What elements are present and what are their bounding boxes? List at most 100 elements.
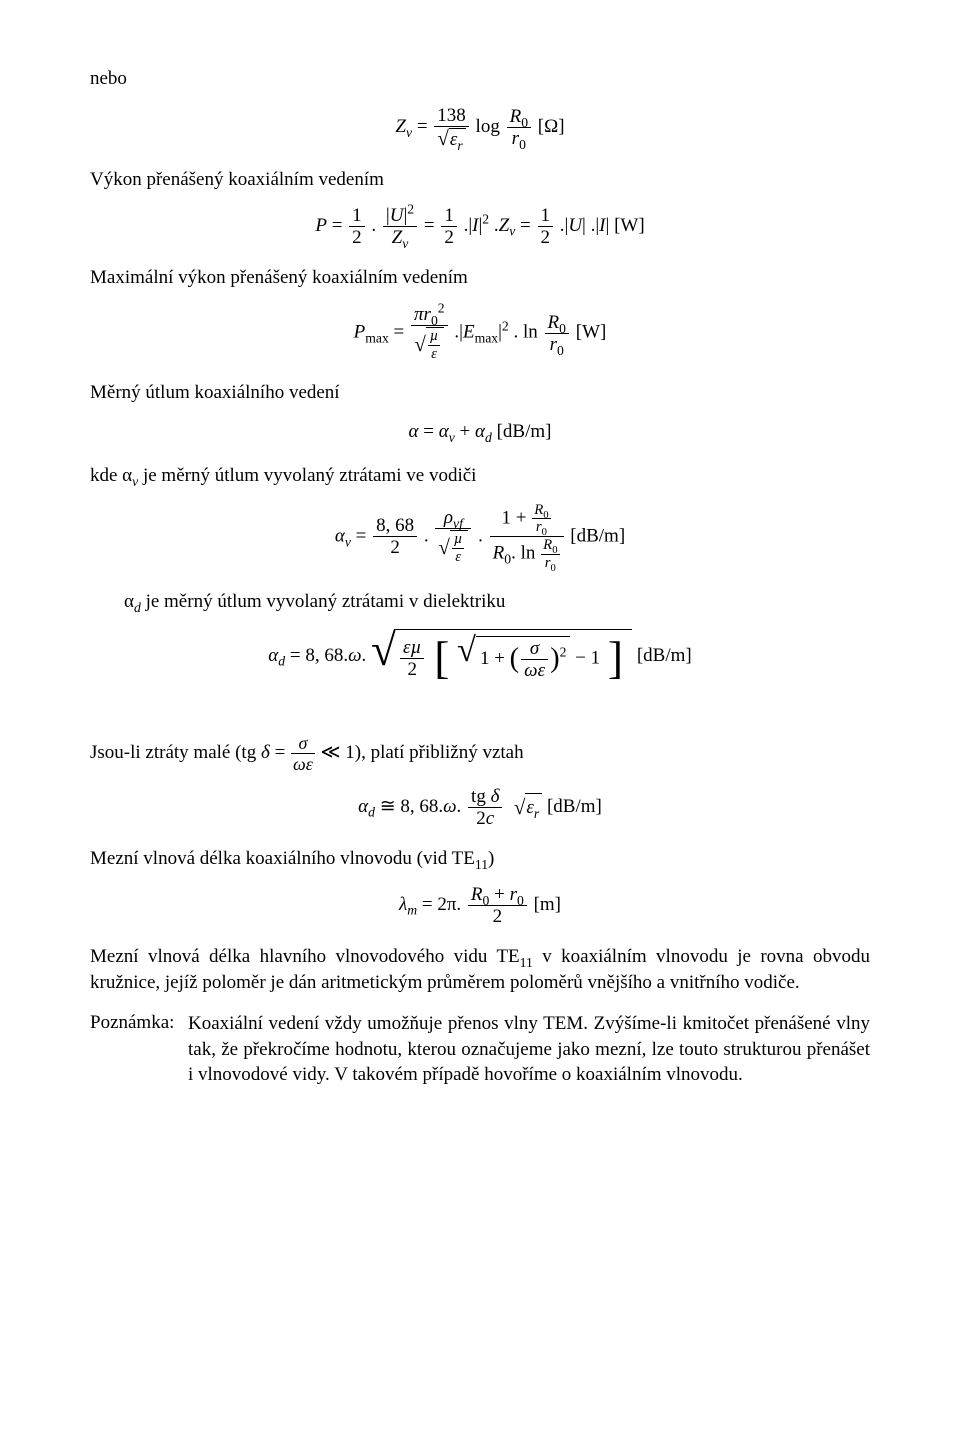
eq-lambda: λm = 2π. R0 + r0 2 [m] <box>90 885 870 926</box>
eq-av-R3s: 0 <box>552 544 557 556</box>
eq-ad-mu: µ <box>411 637 422 658</box>
eq-pmax-mu: µ <box>428 329 441 346</box>
eq-av-mu: µ <box>452 532 465 549</box>
eq-p-eq1: = <box>327 215 347 236</box>
eq-av-one: 1 <box>502 507 512 528</box>
jsou-ll: ≪ <box>321 741 346 762</box>
note-label: Poznámka: <box>90 1010 174 1036</box>
eq-av-frac1: 8, 682 <box>371 516 419 557</box>
eq-av-ln: ln <box>516 543 540 564</box>
eq-l-lhs: λ <box>399 894 407 915</box>
jsou-pre: Jsou-li ztráty malé (tg <box>90 741 261 762</box>
note: Poznámka: Koaxiální vedení vždy umožňuje… <box>90 1010 870 1089</box>
eq-pmax-eps: ε <box>428 346 441 362</box>
eq-l-plus: + <box>489 884 509 905</box>
eq-l-two: 2 <box>468 906 527 926</box>
eq-ad-sig: σ <box>521 639 548 660</box>
eq-zv-R-sub: 0 <box>521 115 528 130</box>
eq-zv-unit: [Ω] <box>538 116 565 137</box>
eq-l-2pi: 2π <box>437 894 456 915</box>
eq-pmax-eq: = <box>389 322 409 343</box>
eq-as-ad-sub: d <box>485 430 492 445</box>
heading-alpha: Měrný útlum koaxiálního vedení <box>90 380 870 406</box>
eq-zv-R: R <box>510 106 522 127</box>
eq-ad-sqrt: √ εµ2 [ √ 1 + (σωε)2 − 1 ] <box>371 629 632 684</box>
eq-pmax-rd: r <box>550 334 557 355</box>
note-body: Koaxiální vedení vždy umožňuje přenos vl… <box>188 1011 870 1088</box>
eq-as-plus: + <box>460 421 475 442</box>
eq-p-eq3: = <box>520 215 535 236</box>
eq-pmax-R: R <box>548 312 560 333</box>
eq-l-frac: R0 + r0 2 <box>466 885 529 926</box>
eq-ad2-eps-sub: r <box>534 806 539 821</box>
eq-l-r-s: 0 <box>517 893 524 908</box>
eq-p-unit: [W] <box>614 215 645 236</box>
eq-p-Zv2: Z <box>499 215 510 236</box>
eq-ad-lhs: α <box>268 644 278 665</box>
ad-pre: α <box>124 591 134 612</box>
eq-ad-two: 2 <box>400 659 424 679</box>
eq-as-ad: α <box>475 421 485 442</box>
eq-av-plus: + <box>511 507 531 528</box>
eq-pmax-lhs-sub: max <box>365 331 389 346</box>
eq-p-half2-n: 1 <box>441 206 457 227</box>
eq-p-dot4: . <box>560 215 565 236</box>
eq-zv-den: εr <box>434 127 469 149</box>
eq-ad2-c: 8, 68. <box>400 795 443 816</box>
eq-pmax-frac1: πr02 µε <box>409 305 450 362</box>
eq-zv: Zv = 138 εr log R0 r0 [Ω] <box>90 106 870 149</box>
h-mez-pre: Mezní vlnová délka koaxiálního vlnovodu … <box>90 848 475 869</box>
eq-zv-lhs: Z <box>395 116 406 137</box>
jsou-we: ωε <box>291 754 315 773</box>
eq-zv-r-sub: 0 <box>519 137 526 152</box>
eq-av-frac2: ρvf µε <box>433 508 473 565</box>
eq-p-half3-n: 1 <box>538 206 554 227</box>
p-mez2-sub: 11 <box>520 955 533 970</box>
eq-as-unit: [dB/m] <box>497 421 552 442</box>
eq-ad2-delta: δ <box>491 786 500 807</box>
eq-p: P = 12 . |U|2 Zv = 12 .|I|2 .Zv = 12 .|U… <box>90 206 870 247</box>
label-nebo: nebo <box>90 66 870 92</box>
jsou-delta: δ <box>261 741 270 762</box>
spacer <box>90 702 870 728</box>
eq-av-R3: R <box>543 537 552 553</box>
eq-p-half2: 12 <box>439 206 459 247</box>
eq-pmax-r: r <box>424 304 431 325</box>
eq-av-R2: R <box>493 543 505 564</box>
eq-p-dot2: . <box>464 215 469 236</box>
jsou-one: 1 <box>345 741 355 762</box>
eq-as-av-sub: v <box>449 430 455 445</box>
eq-av: αv = 8, 682 . ρvf µε . 1 + R0r0 R0. ln R… <box>90 503 870 571</box>
eq-zv-rfrac: R0 r0 <box>505 107 533 148</box>
eq-p-I2: I <box>599 215 605 236</box>
eq-ad-plus: + <box>489 647 509 668</box>
eq-av-R1: R <box>534 502 543 518</box>
eq-l-R: R <box>471 884 483 905</box>
eq-pmax-dot1: . <box>454 322 459 343</box>
eq-zv-eq: = <box>412 116 432 137</box>
eq-p-half3-d: 2 <box>538 227 554 247</box>
eq-pmax-E: E <box>463 322 475 343</box>
eq-ad2-frac: tg δ 2c <box>466 787 504 828</box>
eq-pmax-ln: ln <box>518 322 542 343</box>
eq-p-U: U <box>390 205 404 226</box>
eq-p-Zv-sub: v <box>402 236 408 251</box>
eq-av-dot1: . <box>424 525 434 546</box>
eq-ad-one: 1 <box>480 647 490 668</box>
eq-p-half1-d: 2 <box>349 227 365 247</box>
eq-p-half1: 12 <box>347 206 367 247</box>
eq-as-eq: = <box>419 421 439 442</box>
eq-av-two: 2 <box>373 537 417 557</box>
ad-sub: d <box>134 600 141 615</box>
eq-zv-num: 138 <box>434 106 469 127</box>
eq-ad2-two: 2 <box>476 808 486 829</box>
eq-pmax-r-sub: 0 <box>431 313 438 328</box>
eq-av-eq: = <box>351 525 371 546</box>
jsou-post: ), platí přibližný vztah <box>355 741 524 762</box>
eq-ad2-dot: . <box>457 795 462 816</box>
eq-ad-unit: [dB/m] <box>637 644 692 665</box>
eq-as-av: α <box>439 421 449 442</box>
ad-post: je měrný útlum vyvolaný ztrátami v diele… <box>141 591 506 612</box>
eq-p-I1: I <box>472 215 478 236</box>
eq-p-Zv: Z <box>392 227 403 248</box>
